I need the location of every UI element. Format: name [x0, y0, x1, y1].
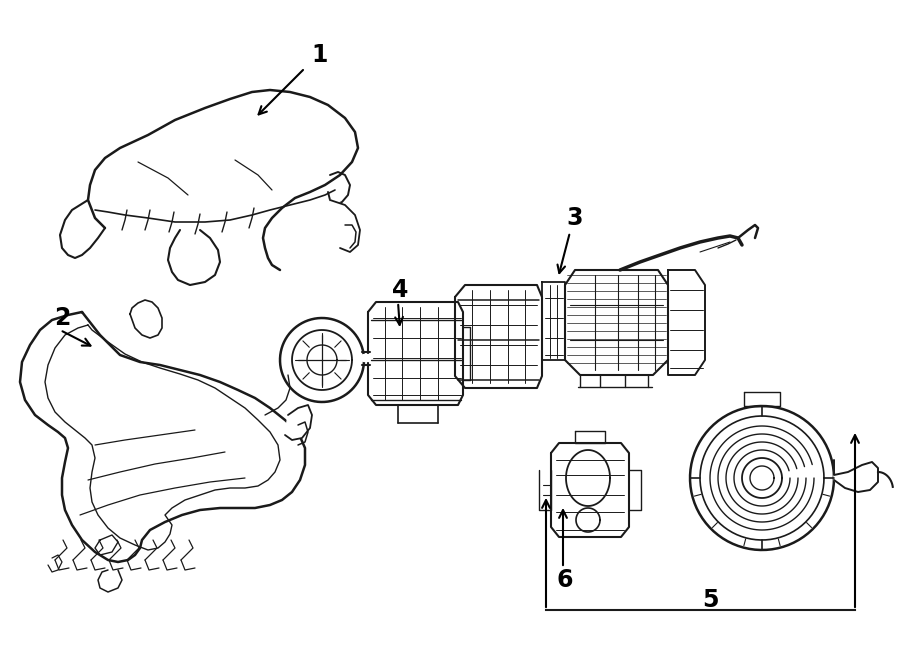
Text: 6: 6: [557, 568, 573, 592]
Polygon shape: [328, 172, 350, 205]
Polygon shape: [551, 443, 629, 537]
Polygon shape: [98, 570, 122, 592]
Polygon shape: [130, 300, 162, 338]
Polygon shape: [742, 458, 782, 498]
Text: 4: 4: [392, 278, 409, 302]
Polygon shape: [455, 285, 542, 388]
Polygon shape: [307, 345, 337, 375]
Polygon shape: [330, 200, 360, 252]
Polygon shape: [750, 466, 774, 490]
Polygon shape: [668, 270, 705, 375]
Polygon shape: [60, 200, 105, 258]
Polygon shape: [20, 312, 305, 562]
Polygon shape: [565, 270, 668, 375]
Polygon shape: [690, 406, 834, 550]
Polygon shape: [280, 318, 364, 402]
Text: 3: 3: [567, 206, 583, 230]
Polygon shape: [292, 330, 352, 390]
Polygon shape: [542, 282, 565, 360]
Polygon shape: [576, 508, 600, 532]
Polygon shape: [168, 230, 220, 285]
Polygon shape: [88, 90, 358, 270]
Text: 1: 1: [311, 43, 328, 67]
Text: 2: 2: [54, 306, 70, 330]
Polygon shape: [368, 302, 463, 405]
Polygon shape: [700, 416, 824, 540]
Text: 5: 5: [702, 588, 718, 612]
Polygon shape: [285, 405, 312, 440]
Polygon shape: [834, 460, 878, 492]
